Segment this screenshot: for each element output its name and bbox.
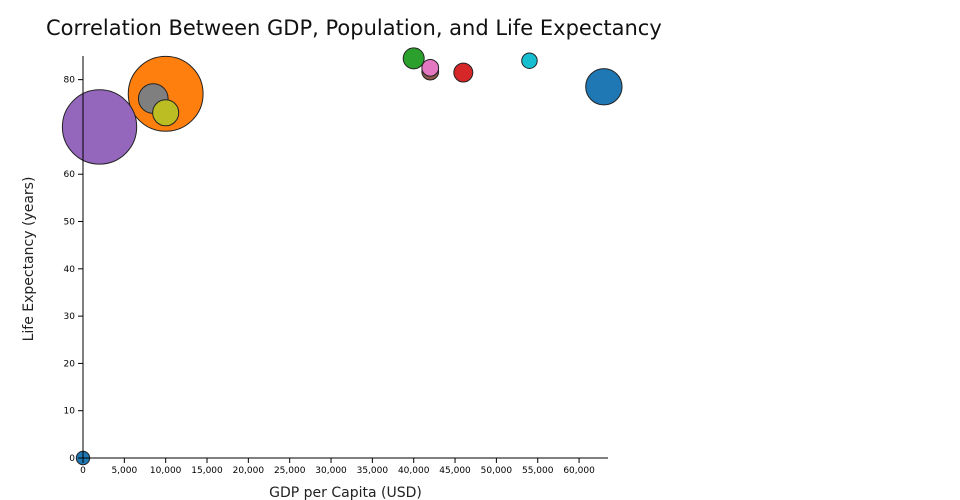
x-tick-label: 30,000 [315,466,347,476]
data-bubble [521,52,538,69]
data-bubble [152,99,180,127]
data-bubble [61,89,138,165]
x-tick-label: 40,000 [398,466,430,476]
x-tick-label: 50,000 [481,466,513,476]
chart-title: Correlation Between GDP, Population, and… [46,16,662,40]
y-axis-label: Life Expectancy (years) [21,177,37,342]
x-tick-label: 25,000 [274,466,306,476]
x-axis-label: GDP per Capita (USD) [269,485,422,500]
x-tick-label: 55,000 [522,466,554,476]
y-tick-label: 60 [64,170,76,180]
y-tick-label: 50 [64,218,76,228]
x-tick-label: 5,000 [111,466,137,476]
x-tick-label: 20,000 [233,466,265,476]
data-bubble [453,62,474,83]
data-bubble [421,58,440,77]
y-axis-ticks: 0 10 20 30 40 50 60 80 [64,76,83,464]
y-tick-label: 30 [64,312,76,322]
x-tick-label: 35,000 [357,466,389,476]
x-tick-label: 60,000 [563,466,595,476]
data-bubble [402,47,425,70]
y-tick-label: 0 [69,454,75,464]
x-tick-label: 10,000 [150,466,182,476]
y-tick-label: 40 [64,265,76,275]
y-tick-label: 20 [64,359,76,369]
x-tick-label: 0 [80,466,86,476]
x-axis-ticks: 0 5,000 10,000 15,000 20,000 25,000 30,000 35,0… [80,458,595,476]
y-tick-label: 80 [64,76,76,86]
data-bubble [585,68,623,106]
x-tick-label: 15,000 [191,466,223,476]
x-tick-label: 45,000 [439,466,471,476]
bubble-layer [61,47,623,466]
y-tick-label: 10 [64,407,76,417]
